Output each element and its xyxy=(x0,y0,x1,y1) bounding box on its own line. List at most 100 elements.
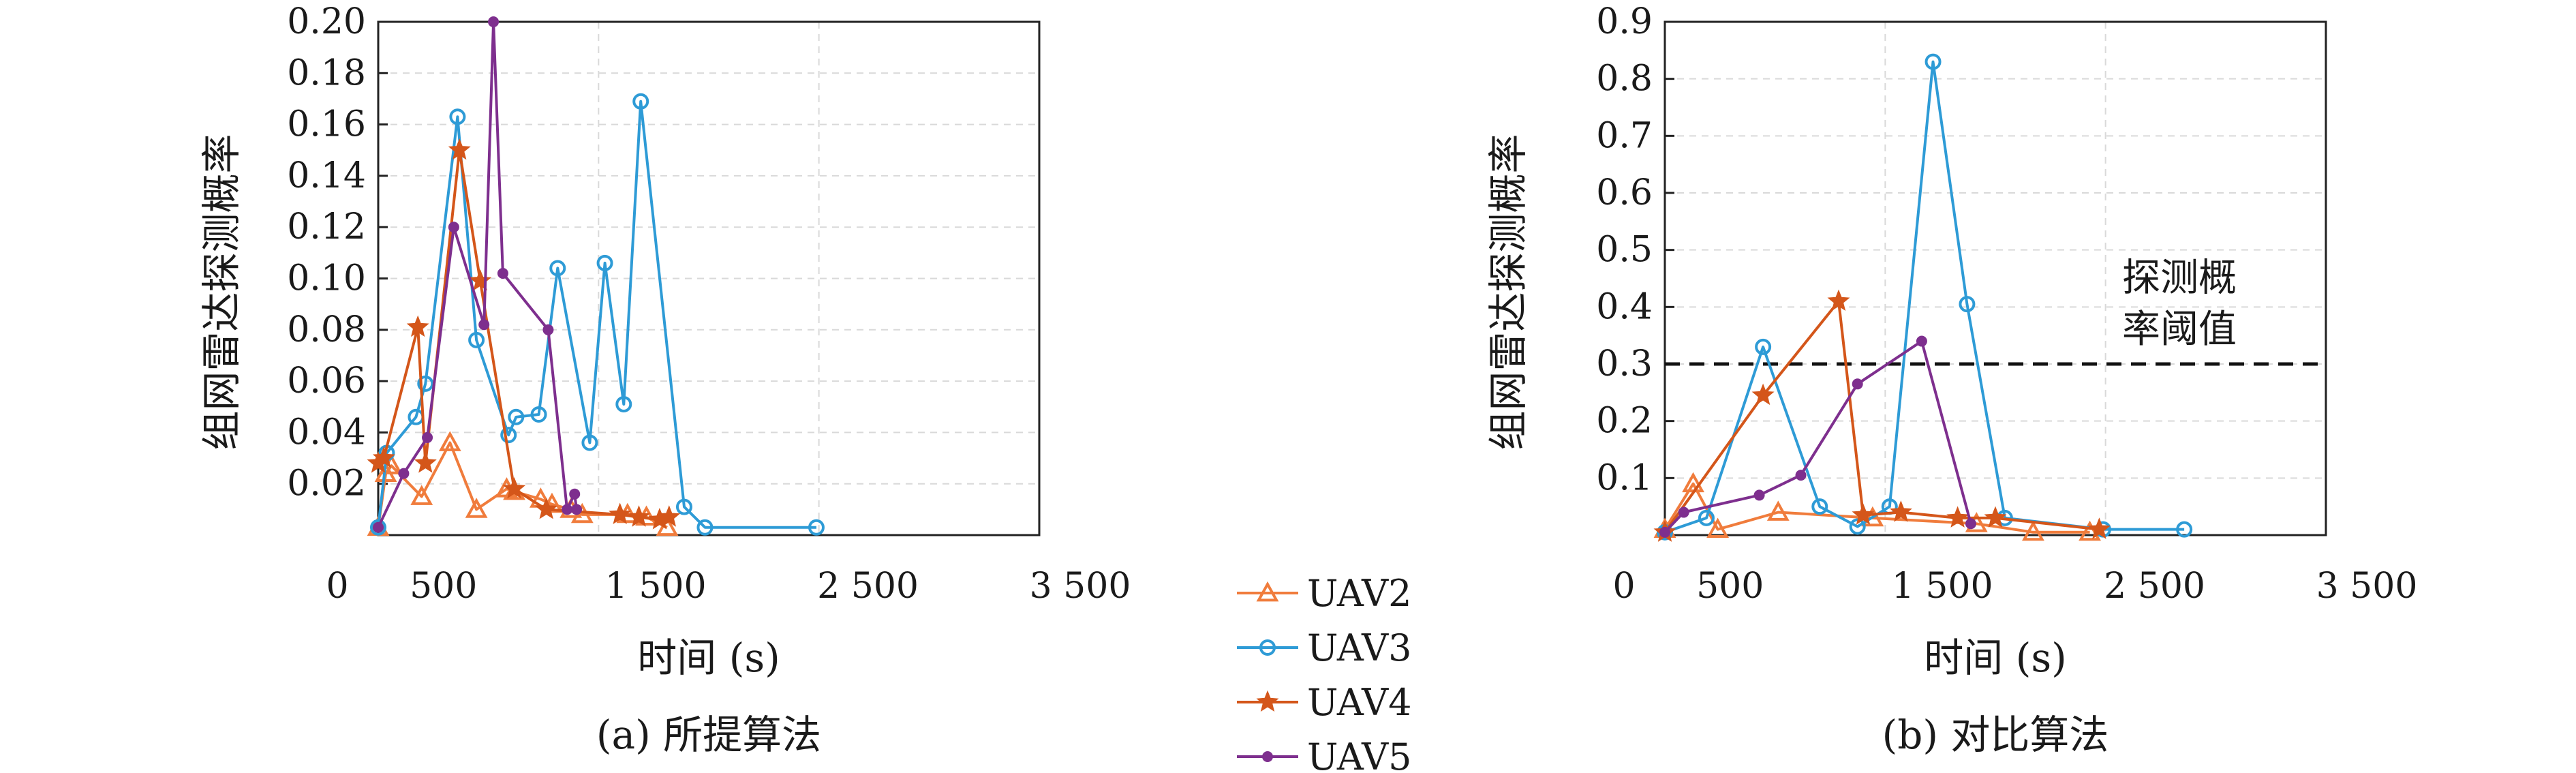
data-point-uav5 xyxy=(497,267,508,279)
y-tick-label: 0.12 xyxy=(287,207,366,247)
plot-frame xyxy=(1663,20,2327,536)
y-axis-title: 组网雷达探测概率 xyxy=(198,134,245,450)
series-uav5 xyxy=(373,16,582,533)
data-point-uav3 xyxy=(500,427,517,444)
data-point-uav3 xyxy=(508,408,525,425)
y-tick-label: 0.4 xyxy=(1596,286,1653,327)
data-point-uav3 xyxy=(1755,338,1772,355)
y-tick-label: 0.3 xyxy=(1596,344,1653,384)
data-point-uav3 xyxy=(1925,53,1942,70)
data-point-uav5 xyxy=(1753,489,1765,501)
y-tick-label: 0.6 xyxy=(1596,172,1653,213)
data-point-uav2 xyxy=(2022,520,2044,541)
legend-marker-uav5 xyxy=(1262,751,1273,762)
data-point-uav5 xyxy=(478,319,490,331)
data-point-uav3 xyxy=(581,434,598,451)
data-point-uav5 xyxy=(373,521,384,533)
data-point-uav2 xyxy=(465,498,488,518)
data-point-uav5 xyxy=(1659,526,1670,538)
series-uav5 xyxy=(1659,335,1976,538)
data-point-uav5 xyxy=(1965,518,1976,530)
legend-item: UAV2 xyxy=(1237,572,1412,615)
y-tick-label: 0.14 xyxy=(287,155,366,196)
data-point-uav4 xyxy=(609,502,632,524)
data-point-uav3 xyxy=(449,108,466,125)
panel-b: 0.1 0.2 0.3 0.4 0.5 0.6 0.7 0.8 0.9 0 500 1 500 2 50… xyxy=(1485,1,2417,758)
x-tick-label: 2 500 xyxy=(2104,566,2205,607)
x-tick-label: 3 500 xyxy=(2316,566,2418,607)
data-point-uav3 xyxy=(615,395,632,412)
y-tick-label: 0.20 xyxy=(287,1,366,42)
legend: UAV2 UAV3 UAV4 UAV5 xyxy=(1237,572,1412,773)
series-uav3 xyxy=(1657,53,2193,541)
data-point-uav3 xyxy=(675,498,692,515)
panel-a: 0.02 0.04 0.06 0.08 0.10 0.12 0.14 0.16 0.18 0.20… xyxy=(198,1,1131,758)
data-point-uav3 xyxy=(1698,509,1715,526)
data-point-uav5 xyxy=(562,504,573,515)
y-tick-label: 0.7 xyxy=(1596,115,1653,156)
data-point-uav4 xyxy=(1946,506,1969,528)
data-point-uav4 xyxy=(658,505,681,527)
data-point-uav4 xyxy=(627,505,650,527)
y-tick-label: 0.18 xyxy=(287,52,366,93)
x-tick-label: 3 500 xyxy=(1030,566,1131,607)
y-tick-label: 0.08 xyxy=(287,309,366,350)
legend-item: UAV5 xyxy=(1237,736,1412,773)
data-point-uav4 xyxy=(1984,506,2007,528)
data-point-uav2 xyxy=(1766,500,1790,521)
x-tick-label: 1 500 xyxy=(605,566,707,607)
threshold-label-line2: 率阈值 xyxy=(2122,307,2237,352)
data-point-uav3 xyxy=(468,331,485,348)
data-point-uav4 xyxy=(448,138,471,160)
data-point-uav3 xyxy=(549,260,566,277)
legend-marker-uav2 xyxy=(1256,581,1279,602)
x-tick-label: 500 xyxy=(410,566,477,607)
data-point-uav3 xyxy=(2176,521,2193,538)
data-point-uav5 xyxy=(569,488,581,500)
data-point-uav4 xyxy=(414,451,437,473)
x-tick-label: 1 500 xyxy=(1892,566,1993,607)
data-point-uav4 xyxy=(535,498,558,519)
data-point-uav4 xyxy=(1751,383,1775,406)
y-tick-label: 0.06 xyxy=(287,361,366,401)
data-point-uav3 xyxy=(1959,296,1976,313)
data-point-uav3 xyxy=(696,519,714,536)
legend-marker-uav4 xyxy=(1256,690,1279,712)
y-tick-label: 0.16 xyxy=(287,104,366,145)
data-point-uav4 xyxy=(503,476,526,499)
data-point-uav3 xyxy=(417,375,434,392)
data-point-uav4 xyxy=(372,446,395,468)
series-line-uav3 xyxy=(1664,60,2185,534)
legend-label: UAV2 xyxy=(1307,572,1412,615)
data-point-uav3 xyxy=(1811,498,1828,515)
data-point-uav4 xyxy=(1827,289,1850,311)
data-point-uav5 xyxy=(398,468,410,479)
x-axis-title: 时间 (s) xyxy=(1924,635,2066,681)
y-tick-label: 0.02 xyxy=(287,464,366,504)
series-uav3 xyxy=(370,93,825,536)
data-point-uav5 xyxy=(542,324,554,335)
legend-marker-uav3 xyxy=(1259,639,1276,656)
data-point-uav2 xyxy=(1706,517,1729,539)
x-tick-label: 0 xyxy=(326,566,348,607)
data-point-uav3 xyxy=(530,406,547,423)
data-point-uav4 xyxy=(469,269,492,291)
y-tick-label: 0.2 xyxy=(1596,401,1653,442)
x-tick-label: 2 500 xyxy=(817,566,919,607)
data-point-uav5 xyxy=(422,431,433,443)
x-axis-title: 时间 (s) xyxy=(637,635,780,681)
legend-label: UAV5 xyxy=(1307,736,1412,773)
panel-caption: (a) 所提算法 xyxy=(596,712,821,758)
data-point-uav5 xyxy=(448,222,459,233)
data-point-uav3 xyxy=(808,519,825,536)
y-tick-label: 0.04 xyxy=(287,412,366,453)
x-tick-label: 500 xyxy=(1696,566,1764,607)
data-point-uav5 xyxy=(488,16,500,27)
series-uav4 xyxy=(1653,289,2111,542)
y-axis-title: 组网雷达探测概率 xyxy=(1485,134,1531,450)
legend-label: UAV3 xyxy=(1307,626,1412,669)
data-point-uav5 xyxy=(1916,335,1927,347)
data-point-uav2 xyxy=(438,431,461,451)
series-line-uav5 xyxy=(377,20,578,528)
